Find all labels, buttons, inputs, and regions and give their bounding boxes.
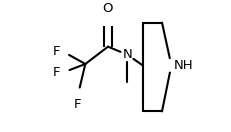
Text: F: F <box>52 45 60 58</box>
Text: N: N <box>122 48 132 61</box>
Text: NH: NH <box>173 59 193 72</box>
Text: F: F <box>74 98 81 111</box>
Text: F: F <box>52 66 60 79</box>
Text: O: O <box>102 2 113 15</box>
